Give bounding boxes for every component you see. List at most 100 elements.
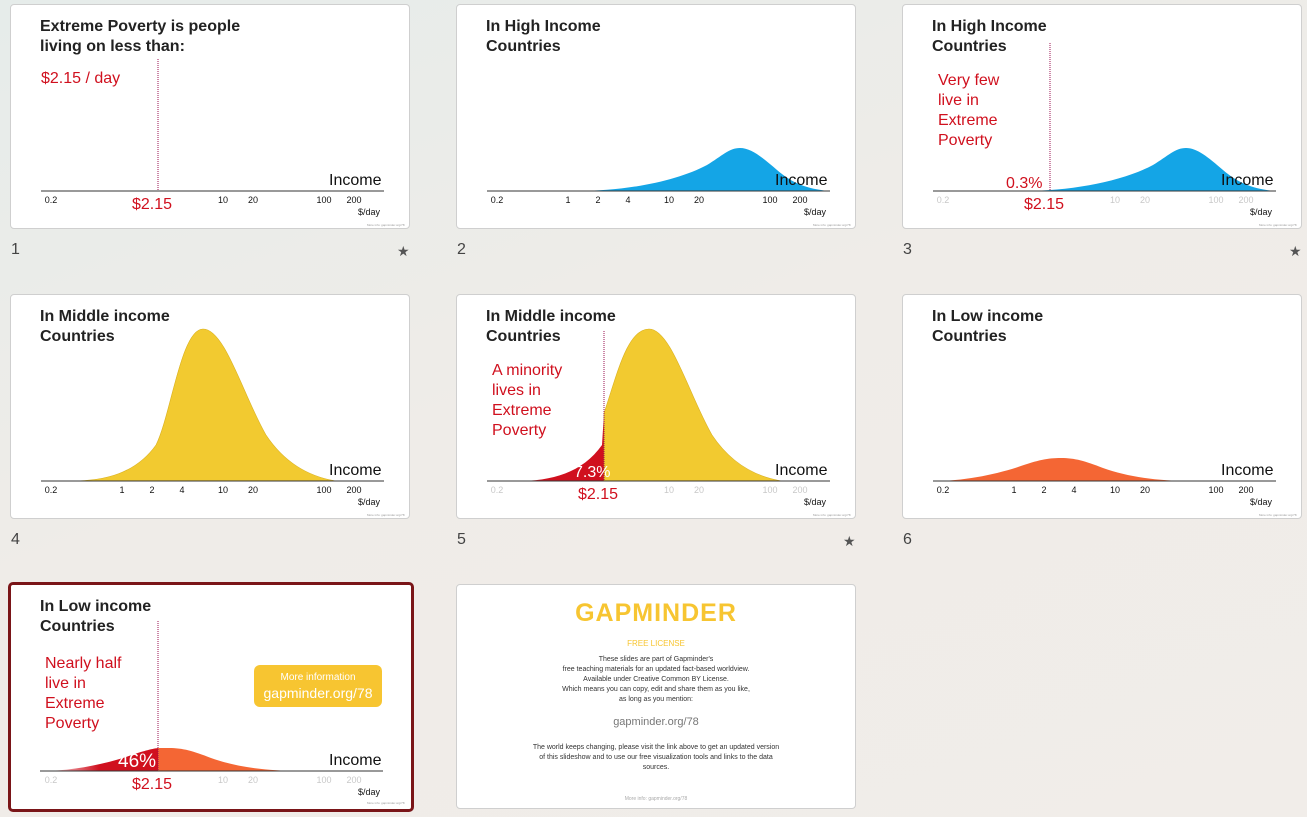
slide-title: In Low income Countries xyxy=(40,598,152,635)
slide-number: 5 xyxy=(457,531,466,548)
tick-label: 200 xyxy=(792,485,808,495)
tick-label: 20 xyxy=(247,485,259,495)
unit-label: $/day xyxy=(804,497,827,507)
distribution-curve xyxy=(933,458,1193,481)
tick-label: 0.2 xyxy=(936,195,950,205)
unit-label: $/day xyxy=(1250,207,1273,217)
chart-area xyxy=(933,458,1276,482)
tick-label: 0.2 xyxy=(44,195,58,205)
tick-label: 2 xyxy=(149,485,155,495)
slide-thumbnail-1[interactable]: Extreme Poverty is people living on less… xyxy=(10,4,410,229)
footnote: More info: gapminder.org/78 xyxy=(813,223,851,227)
footnote: More info: gapminder.org/78 xyxy=(813,513,851,517)
tick-label: 10 xyxy=(663,485,675,495)
tick-label: 10 xyxy=(1109,485,1121,495)
footnote: More info: gapminder.org/78 xyxy=(1259,513,1297,517)
slide-thumbnail-2[interactable]: In High Income Countries Income 0.2 1 2 … xyxy=(456,4,856,229)
slide-number: 4 xyxy=(11,531,20,548)
slide-number: 1 xyxy=(11,241,20,258)
footnote: More info: gapminder.org/78 xyxy=(367,801,405,805)
annotation-text: A minority lives in Extreme Poverty xyxy=(492,362,563,439)
tick-label: 100 xyxy=(316,775,332,785)
gapminder-logo: GAPMINDER xyxy=(575,599,737,627)
slide-thumbnail-8[interactable]: GAPMINDER FREE LICENSE These slides are … xyxy=(456,584,856,809)
tick-label: 20 xyxy=(693,195,705,205)
tick-label: 10 xyxy=(1109,195,1121,205)
poverty-area xyxy=(487,413,604,481)
unit-label: $/day xyxy=(358,787,381,797)
slide-thumbnail-7[interactable]: In Low income Countries Nearly half live… xyxy=(8,582,414,812)
slide-thumbnail-6[interactable]: In Low income Countries Income 0.2 1 2 4… xyxy=(902,294,1302,519)
tick-label: 10 xyxy=(217,195,229,205)
license-text-2: The world keeps changing, please visit t… xyxy=(532,744,780,771)
poverty-percent: 7.3% xyxy=(574,464,611,481)
unit-label: $/day xyxy=(358,207,381,217)
unit-label: $/day xyxy=(1250,497,1273,507)
income-label: Income xyxy=(1221,172,1274,189)
income-label: Income xyxy=(775,172,828,189)
chart-area xyxy=(487,328,830,482)
income-label: Income xyxy=(329,752,382,769)
chart-area xyxy=(40,621,383,772)
poverty-percent: 46% xyxy=(118,751,157,772)
income-label: Income xyxy=(775,462,828,479)
tick-label: 0.2 xyxy=(490,485,504,495)
license-text: These slides are part of Gapminder's fre… xyxy=(562,656,750,703)
tick-label: 2 xyxy=(595,195,601,205)
poverty-percent: 0.3% xyxy=(1006,175,1043,192)
tick-label: 10 xyxy=(217,485,229,495)
chart-area xyxy=(487,148,830,192)
unit-label: $/day xyxy=(804,207,827,217)
income-label: Income xyxy=(329,462,382,479)
tick-label: 20 xyxy=(693,485,705,495)
distribution-curve xyxy=(41,328,337,482)
poverty-area xyxy=(40,748,158,771)
slide-thumbnail-4[interactable]: In Middle income Countries Income 0.2 1 … xyxy=(10,294,410,519)
tick-label: 100 xyxy=(762,195,778,205)
slide-thumbnail-3[interactable]: In High Income Countries Very few live i… xyxy=(902,4,1302,229)
slide-title: In Middle income Countries xyxy=(486,308,616,345)
threshold-label: $2.15 xyxy=(132,776,173,793)
tick-label: 100 xyxy=(762,485,778,495)
badge-line-1: More information xyxy=(280,672,356,683)
slide-title: In Middle income Countries xyxy=(40,308,170,345)
distribution-curve xyxy=(487,148,829,191)
tick-label: 200 xyxy=(1238,485,1254,495)
slide-number: 6 xyxy=(903,531,912,548)
chart-area xyxy=(41,328,384,482)
tick-label: 200 xyxy=(1238,195,1254,205)
chart-area xyxy=(41,59,384,192)
star-icon: ★ xyxy=(1289,243,1302,259)
annotation-text: $2.15 / day xyxy=(41,70,121,87)
slide-number: 2 xyxy=(457,241,466,258)
annotation-text: Nearly half live in Extreme Poverty xyxy=(45,655,122,732)
slide-title: Extreme Poverty is people living on less… xyxy=(40,18,241,55)
tick-label: 100 xyxy=(316,195,332,205)
tick-label: 0.2 xyxy=(936,485,950,495)
slide-number: 3 xyxy=(903,241,912,258)
license-title: FREE LICENSE xyxy=(627,639,685,648)
footnote: More info: gapminder.org/78 xyxy=(367,513,405,517)
threshold-label: $2.15 xyxy=(132,196,173,213)
tick-label: 1 xyxy=(1011,485,1017,495)
license-link[interactable]: gapminder.org/78 xyxy=(613,716,699,728)
distribution-curve xyxy=(603,328,783,482)
chart-area xyxy=(933,43,1276,192)
star-icon: ★ xyxy=(843,533,856,549)
tick-label: 10 xyxy=(663,195,675,205)
tick-label: 20 xyxy=(247,775,259,785)
more-info-badge[interactable]: More information gapminder.org/78 xyxy=(254,665,382,707)
tick-label: 100 xyxy=(316,485,332,495)
slide-footer: More info: gapminder.org/78 xyxy=(624,796,688,802)
annotation-text: Very few live in Extreme Poverty xyxy=(938,72,1000,149)
tick-label: 1 xyxy=(119,485,125,495)
tick-label: 2 xyxy=(1041,485,1047,495)
tick-label: 20 xyxy=(1139,195,1151,205)
tick-label: 200 xyxy=(346,775,362,785)
threshold-label: $2.15 xyxy=(578,486,619,503)
footnote: More info: gapminder.org/78 xyxy=(367,223,405,227)
unit-label: $/day xyxy=(358,497,381,507)
tick-label: 0.2 xyxy=(44,775,58,785)
slide-title: In Low income Countries xyxy=(932,308,1044,345)
slide-thumbnail-5[interactable]: In Middle income Countries A minority li… xyxy=(456,294,856,519)
